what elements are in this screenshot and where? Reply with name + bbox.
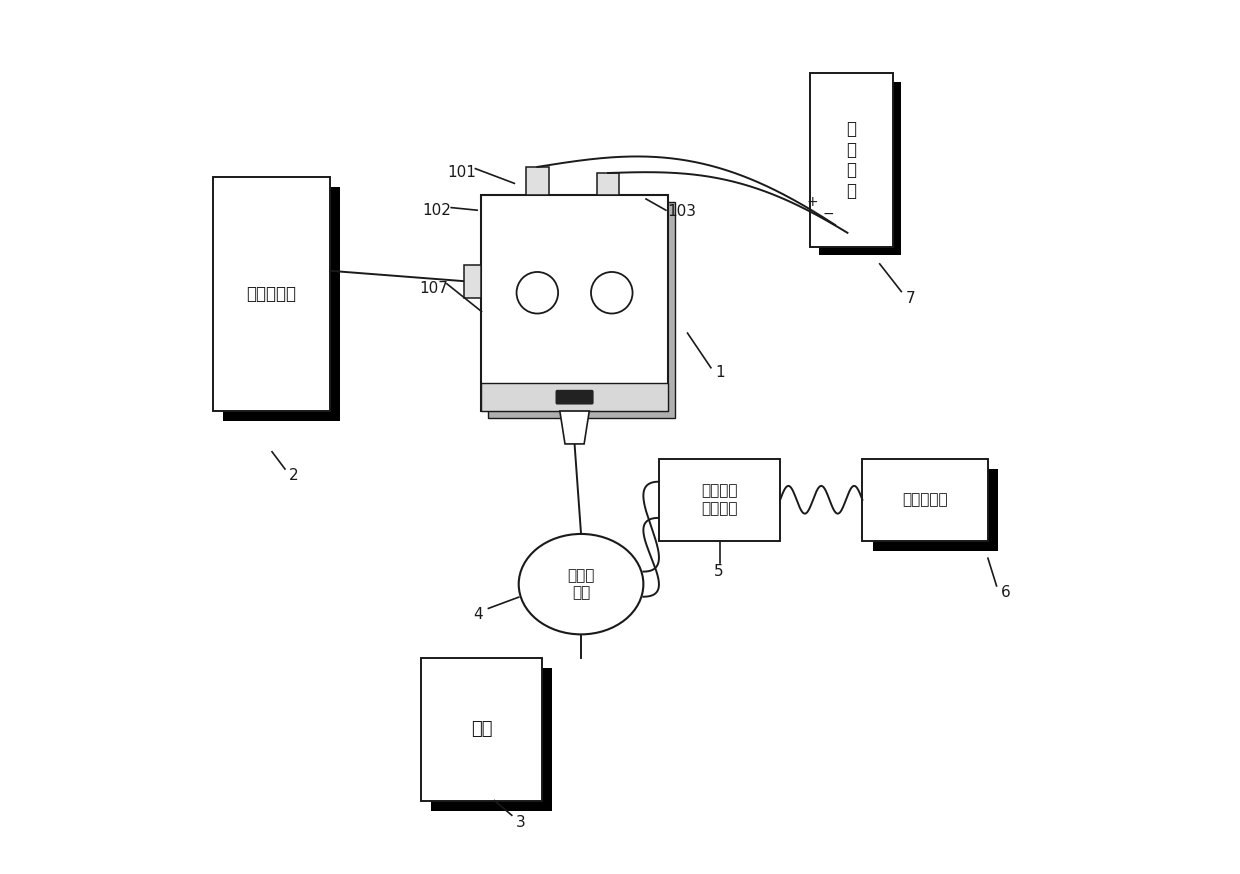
Text: 压力传
感器: 压力传 感器	[568, 568, 595, 600]
Text: 供
电
电
源: 供 电 电 源	[847, 120, 857, 200]
FancyBboxPatch shape	[596, 173, 619, 195]
Text: 5: 5	[713, 564, 723, 579]
Text: 101: 101	[446, 165, 476, 180]
Text: 卡钳: 卡钳	[471, 720, 492, 739]
Text: 3: 3	[516, 815, 526, 829]
FancyBboxPatch shape	[873, 469, 998, 551]
Text: 2: 2	[289, 468, 299, 483]
FancyBboxPatch shape	[481, 384, 667, 411]
Text: 液压测试机: 液压测试机	[247, 285, 296, 303]
FancyBboxPatch shape	[223, 187, 340, 420]
Text: 控制芯片
电路模块: 控制芯片 电路模块	[702, 483, 738, 516]
FancyBboxPatch shape	[862, 459, 988, 541]
FancyBboxPatch shape	[658, 459, 780, 541]
Text: 7: 7	[905, 291, 915, 306]
Text: 103: 103	[667, 205, 697, 219]
Text: 107: 107	[419, 281, 448, 295]
Text: 6: 6	[1001, 586, 1011, 600]
Text: 上位机系统: 上位机系统	[903, 492, 947, 507]
FancyBboxPatch shape	[489, 202, 675, 418]
Text: 1: 1	[715, 364, 725, 379]
FancyBboxPatch shape	[811, 73, 893, 246]
Ellipse shape	[518, 534, 644, 635]
Text: +: +	[807, 195, 818, 209]
Text: 102: 102	[423, 203, 451, 218]
FancyBboxPatch shape	[526, 167, 548, 195]
FancyBboxPatch shape	[213, 177, 330, 411]
FancyBboxPatch shape	[556, 390, 594, 405]
FancyBboxPatch shape	[464, 265, 481, 298]
Text: 4: 4	[472, 607, 482, 622]
FancyBboxPatch shape	[432, 668, 553, 811]
FancyBboxPatch shape	[481, 195, 667, 411]
Text: −: −	[822, 207, 833, 221]
FancyBboxPatch shape	[820, 82, 901, 255]
FancyBboxPatch shape	[420, 658, 542, 801]
Polygon shape	[559, 411, 589, 444]
